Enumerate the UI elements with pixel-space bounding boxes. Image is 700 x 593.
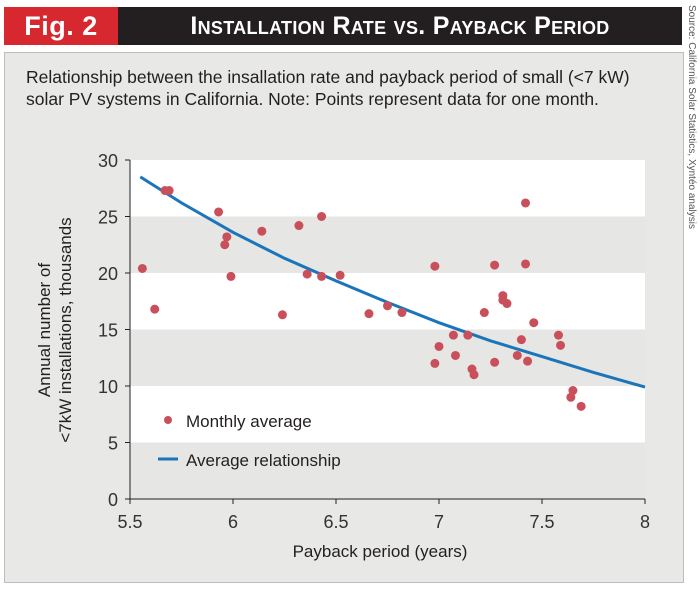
figure-label: Fig. 2 [4, 7, 118, 45]
data-point [490, 260, 500, 270]
data-point [214, 207, 224, 217]
data-point [222, 232, 232, 242]
data-point [521, 259, 531, 269]
y-tick-label: 5 [108, 434, 118, 454]
data-point [257, 226, 267, 236]
data-point [553, 330, 563, 340]
grid-band [130, 216, 645, 273]
data-point [164, 186, 174, 196]
y-tick-label: 20 [98, 264, 118, 284]
data-point [450, 350, 460, 360]
data-point [220, 240, 230, 250]
data-point [335, 270, 345, 280]
y-tick-label: 15 [98, 321, 118, 341]
data-point [556, 340, 566, 350]
x-tick-label: 8 [640, 512, 650, 532]
data-point [463, 330, 473, 340]
data-point [317, 212, 327, 221]
x-tick-label: 6 [228, 512, 238, 532]
x-axis-label: Payback period (years) [293, 542, 468, 561]
data-point [277, 310, 287, 320]
data-point [317, 271, 327, 281]
grid-band [130, 160, 645, 217]
data-point [302, 269, 312, 279]
data-point [448, 330, 458, 340]
data-point [516, 335, 526, 345]
data-point [397, 308, 407, 318]
data-point [529, 318, 539, 328]
data-point [469, 370, 479, 380]
data-point [490, 357, 500, 367]
data-point [479, 308, 489, 318]
x-tick-label: 7.5 [529, 512, 554, 532]
data-point [430, 261, 440, 271]
data-point [568, 386, 578, 396]
y-tick-label: 25 [98, 208, 118, 228]
data-point [364, 309, 374, 319]
data-point [521, 198, 531, 208]
y-tick-label: 0 [108, 490, 118, 510]
y-tick-label: 10 [98, 377, 118, 397]
data-point [523, 356, 533, 366]
data-point [137, 263, 147, 273]
grid-band [130, 329, 645, 386]
y-tick-label: 30 [98, 151, 118, 171]
data-point [150, 304, 160, 314]
grid-band [130, 386, 645, 443]
x-tick-label: 7 [434, 512, 444, 532]
chart-caption: Relationship between the insallation rat… [26, 67, 630, 109]
x-tick-label: 6.5 [323, 512, 348, 532]
legend-point-marker [164, 416, 172, 424]
data-point [294, 221, 304, 231]
x-tick-label: 5.5 [117, 512, 142, 532]
data-point [566, 392, 576, 402]
data-point [434, 341, 444, 351]
data-point [512, 350, 522, 360]
data-point [430, 358, 440, 368]
y-axis-label-line1: Annual number of [35, 263, 54, 397]
grid-band [130, 442, 645, 499]
legend-label-relationship: Average relationship [186, 451, 341, 470]
y-axis-label-line2: <7kW installations, thousands [56, 217, 75, 442]
data-point [576, 401, 586, 411]
chart-title: Installation Rate vs. Payback Period [118, 7, 682, 45]
data-point [383, 301, 392, 311]
legend-label-monthly: Monthly average [186, 412, 312, 431]
data-point [502, 299, 512, 309]
data-point [226, 271, 236, 281]
